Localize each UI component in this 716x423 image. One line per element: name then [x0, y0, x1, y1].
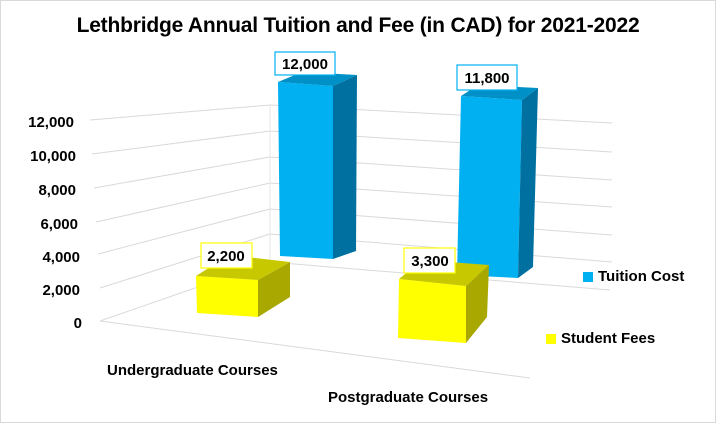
y-tick: 12,000 [28, 114, 74, 131]
chart-title: Lethbridge Annual Tuition and Fee (in CA… [76, 14, 640, 37]
bar-tuition-undergraduate[interactable] [278, 72, 357, 259]
svg-text:2,200: 2,200 [207, 248, 245, 265]
y-tick: 10,000 [30, 148, 76, 165]
legend-swatch-icon [546, 333, 556, 344]
data-label-tuition-postgraduate: 11,800 [456, 64, 518, 91]
x-category-label: Postgraduate Courses [328, 389, 488, 406]
legend-swatch-icon [583, 271, 593, 282]
y-tick: 4,000 [42, 249, 80, 266]
svg-text:12,000: 12,000 [282, 56, 328, 73]
y-axis: 12,000 10,000 8,000 6,000 4,000 2,000 0 [28, 114, 82, 332]
svg-text:3,300: 3,300 [411, 253, 449, 270]
data-label-fees-postgraduate: 3,300 [403, 247, 456, 274]
data-label-fees-undergraduate: 2,200 [200, 242, 253, 269]
x-category-label: Undergraduate Courses [107, 362, 278, 379]
bar-tuition-postgraduate[interactable] [457, 85, 538, 278]
bar-fees-postgraduate[interactable] [398, 260, 489, 343]
legend-item-tuition[interactable]: Tuition Cost [583, 268, 684, 285]
svg-text:11,800: 11,800 [464, 70, 509, 87]
y-tick: 2,000 [42, 282, 80, 299]
legend-item-fees[interactable]: Student Fees [546, 330, 655, 347]
y-tick: 8,000 [38, 182, 76, 199]
legend-label: Student Fees [561, 330, 656, 347]
legend-label: Tuition Cost [598, 268, 685, 285]
y-tick: 6,000 [40, 216, 78, 233]
y-tick: 0 [74, 315, 82, 332]
data-label-tuition-undergraduate: 12,000 [274, 51, 336, 76]
